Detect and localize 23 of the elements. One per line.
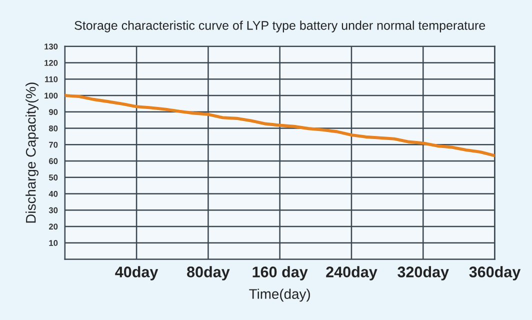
x-tick-label: 160 day bbox=[252, 266, 308, 280]
y-tick-label: 130 bbox=[44, 44, 58, 50]
x-axis-title: Time(day) bbox=[249, 288, 310, 302]
y-tick-label: 100 bbox=[44, 92, 58, 99]
x-tick-label: 320day bbox=[398, 266, 449, 280]
chart-title: Storage characteristic curve of LYP type battery under normal temperature bbox=[74, 20, 486, 32]
y-tick-label: 10 bbox=[49, 240, 58, 246]
y-tick-label: 70 bbox=[49, 142, 58, 148]
y-tick-label: 80 bbox=[48, 125, 58, 132]
y-tick-label: 60 bbox=[48, 158, 58, 164]
x-tick-label: 40day bbox=[115, 266, 158, 280]
y-tick-label: 30 bbox=[48, 207, 58, 214]
line-series bbox=[64, 94, 495, 158]
y-tick-label: 50 bbox=[48, 174, 58, 180]
y-axis-title: Discharge Capacity(%) bbox=[26, 82, 38, 223]
y-tick-label: 120 bbox=[44, 60, 58, 66]
y-tick-label: 20 bbox=[48, 224, 58, 230]
y-tick-label: 90 bbox=[48, 109, 58, 115]
x-tick-label: 360day bbox=[469, 266, 521, 280]
y-tick-label: 110 bbox=[45, 76, 58, 82]
y-tick-label: 40 bbox=[48, 190, 58, 197]
x-tick-label: 80day bbox=[187, 266, 230, 280]
x-tick-label: 240day bbox=[326, 266, 378, 280]
